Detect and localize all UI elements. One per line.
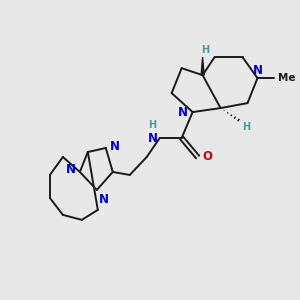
Text: N: N [110,140,120,152]
Text: H: H [202,45,210,55]
Text: N: N [66,164,76,176]
Text: N: N [253,64,262,77]
Text: H: H [242,122,251,132]
Polygon shape [201,57,204,75]
Text: N: N [178,106,188,118]
Text: N: N [99,193,109,206]
Text: Me: Me [278,73,296,83]
Text: N: N [148,131,158,145]
Text: O: O [202,151,213,164]
Text: H: H [148,120,156,130]
